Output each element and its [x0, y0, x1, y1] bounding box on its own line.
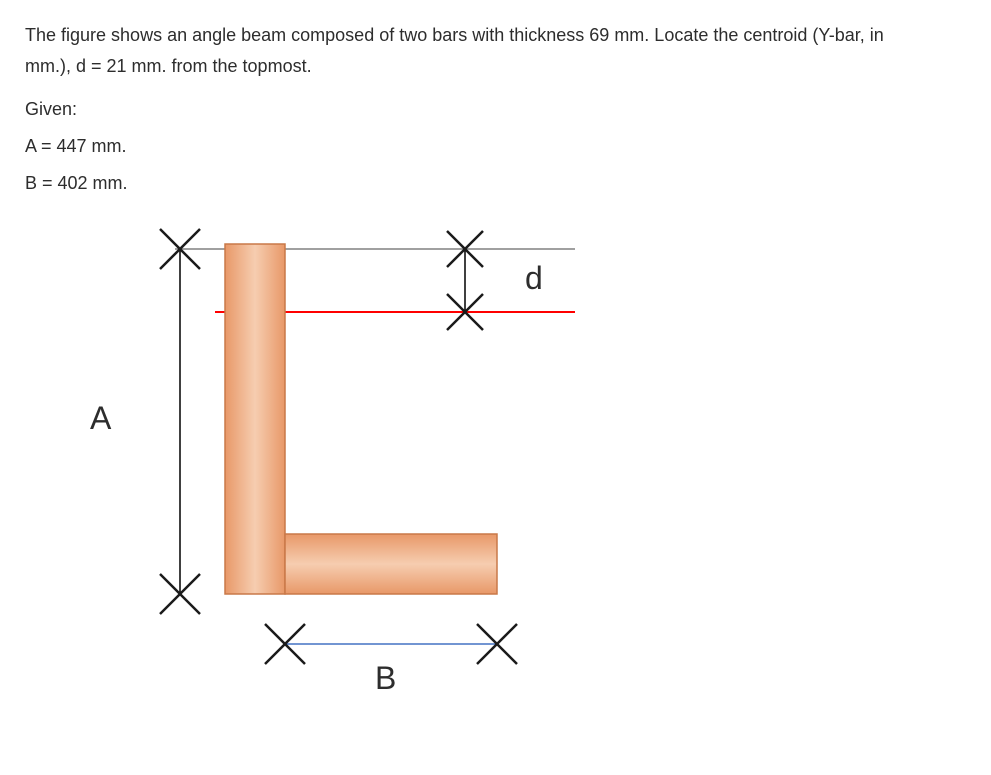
given-B: B = 402 mm.	[25, 173, 966, 194]
label-A: A	[90, 400, 112, 436]
problem-line1: The figure shows an angle beam composed …	[25, 25, 884, 45]
given-label: Given:	[25, 99, 966, 120]
diagram-container: A B d	[65, 224, 665, 704]
given-A: A = 447 mm.	[25, 136, 966, 157]
problem-text: The figure shows an angle beam composed …	[25, 20, 966, 81]
angle-beam-diagram: A B d	[65, 224, 665, 704]
horizontal-bar	[285, 534, 497, 594]
label-d: d	[525, 260, 543, 296]
vertical-bar	[225, 244, 285, 594]
problem-line2: mm.), d = 21 mm. from the topmost.	[25, 56, 312, 76]
label-B: B	[375, 660, 396, 696]
